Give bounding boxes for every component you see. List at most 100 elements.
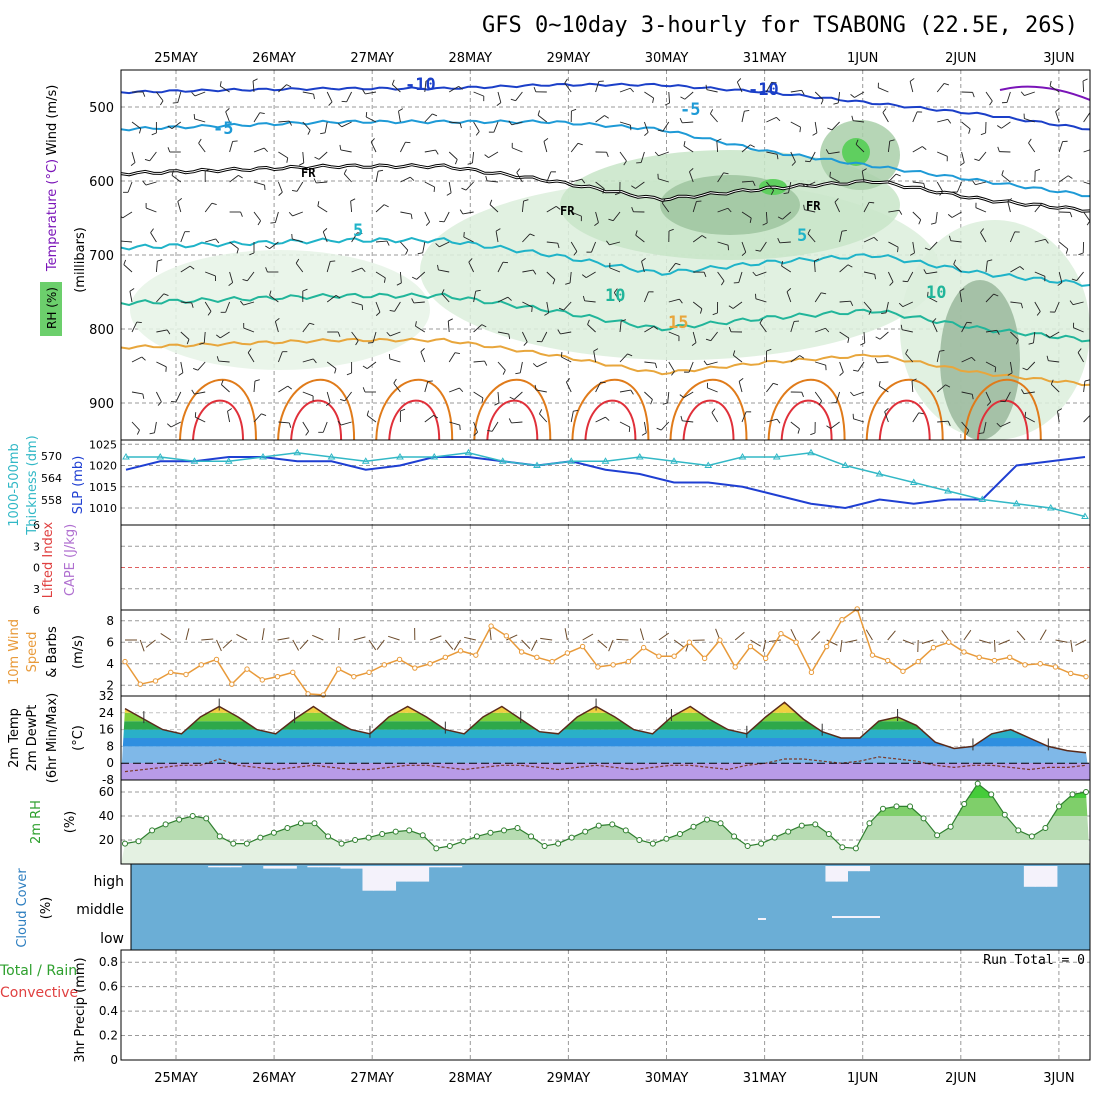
wind-barb <box>766 181 774 191</box>
wind-barb <box>324 121 328 133</box>
temp-band <box>121 702 1090 705</box>
wind10-barb <box>811 631 821 641</box>
wind-barb <box>809 151 816 162</box>
lifted-index-panel: 6 3 0 3 6 <box>33 519 1090 617</box>
wind-barb-flag <box>860 342 865 346</box>
rh-tick-label: 60 <box>99 785 114 799</box>
wind-barb <box>741 144 751 153</box>
wind-barb <box>522 269 534 273</box>
wind-barb <box>351 267 363 273</box>
temp-y-label-1: 2m Temp <box>7 708 22 768</box>
thickness-point <box>533 461 541 468</box>
wind-barb <box>1049 85 1060 93</box>
wind10-barb <box>277 637 290 641</box>
wind-barb <box>392 84 401 93</box>
cloud-high-bar <box>373 866 386 891</box>
wind-barb-flag <box>705 84 708 90</box>
wind-barb <box>473 121 480 132</box>
wind-barb <box>468 261 475 273</box>
wind-barb <box>318 151 328 160</box>
rh-point <box>1015 827 1022 834</box>
wind-barb <box>131 321 138 333</box>
wind-barb-flag <box>972 92 975 98</box>
wind-barb-flag <box>1086 220 1090 226</box>
wind-barb-flag <box>604 115 609 119</box>
contour-10 <box>121 292 1090 343</box>
wind-barb <box>253 211 261 222</box>
wind-barb-flag <box>216 356 220 362</box>
wind-barb-flag <box>900 324 903 330</box>
wind-barb-flag <box>930 222 936 225</box>
wind-barb-flag <box>386 240 390 246</box>
wind-barb-flag <box>905 349 909 354</box>
wind-barb <box>351 232 358 243</box>
wind-barb-flag <box>874 274 877 280</box>
cloud-high-bar <box>351 866 363 869</box>
wind-barb-flag <box>236 248 239 254</box>
wind-barb-flag <box>405 141 411 144</box>
wind-barb-flag <box>741 251 747 256</box>
wind-barb <box>277 181 283 193</box>
cross-section-panel <box>121 78 1090 440</box>
wind-barb-flag <box>662 402 668 405</box>
wind-barb <box>935 211 938 223</box>
wind-barb-flag <box>712 312 718 316</box>
wind-barb <box>220 331 230 339</box>
wind-barb-flag <box>288 211 293 217</box>
wind-barb <box>175 391 182 403</box>
wind-barb <box>839 264 849 273</box>
rh-point <box>514 825 521 831</box>
wind-barb-flag <box>558 307 564 311</box>
wind-barb <box>1034 271 1046 277</box>
wind-barb <box>495 231 499 243</box>
thickness-point <box>396 453 404 460</box>
wind-barb-flag <box>1078 252 1084 256</box>
wind10-point <box>198 662 204 668</box>
wind-barb <box>905 353 914 363</box>
wind-barb <box>497 331 509 335</box>
wind-barb-flag <box>727 207 732 213</box>
rh-point <box>162 821 169 828</box>
wind-barb <box>155 391 162 403</box>
wind-barb <box>278 84 287 93</box>
wind-barb <box>543 141 548 153</box>
wind-barb <box>424 381 429 393</box>
wind10-point <box>747 643 754 650</box>
rh-point <box>920 815 927 822</box>
wind-barb-flag <box>705 338 711 342</box>
wind-barb-flag <box>996 422 1001 427</box>
wind-barb <box>813 260 816 273</box>
wind-barb-flag <box>839 371 844 376</box>
wind-barb <box>302 151 305 163</box>
wind-barb-flag <box>242 278 248 282</box>
wind10-point <box>564 650 571 656</box>
wind-barb <box>491 421 499 432</box>
wind-barb <box>302 391 314 397</box>
wind-barb-flag <box>454 159 458 165</box>
wind-barb <box>961 391 973 395</box>
wind-barb <box>1024 91 1035 97</box>
wind10-barb <box>963 629 972 641</box>
wind-barb <box>855 144 865 153</box>
wind-barb-flag <box>141 356 146 361</box>
wind10-y-label-4: (m/s) <box>71 635 86 669</box>
thickness-point <box>944 487 952 494</box>
wind-barb <box>292 238 303 243</box>
wind-barb-flag <box>801 90 805 95</box>
wind-barb-flag <box>1015 339 1019 345</box>
wind-barb <box>658 151 669 157</box>
wind-barb <box>1009 231 1016 243</box>
rh-band <box>121 783 1090 798</box>
wind-barb-flag <box>393 378 397 384</box>
li-tick-label: 6 <box>33 519 40 532</box>
wind10-point <box>869 652 876 658</box>
wind-barb-flag <box>994 367 997 373</box>
wind10-point <box>946 639 952 645</box>
wind-barb-flag <box>771 81 777 84</box>
cloud-mid-bar <box>832 916 880 918</box>
rh-point <box>325 833 332 840</box>
wind-barb-flag <box>825 149 830 154</box>
wind-barb-flag <box>825 327 830 333</box>
wind-barb <box>936 351 940 363</box>
wind-barb-flag <box>1022 367 1028 371</box>
